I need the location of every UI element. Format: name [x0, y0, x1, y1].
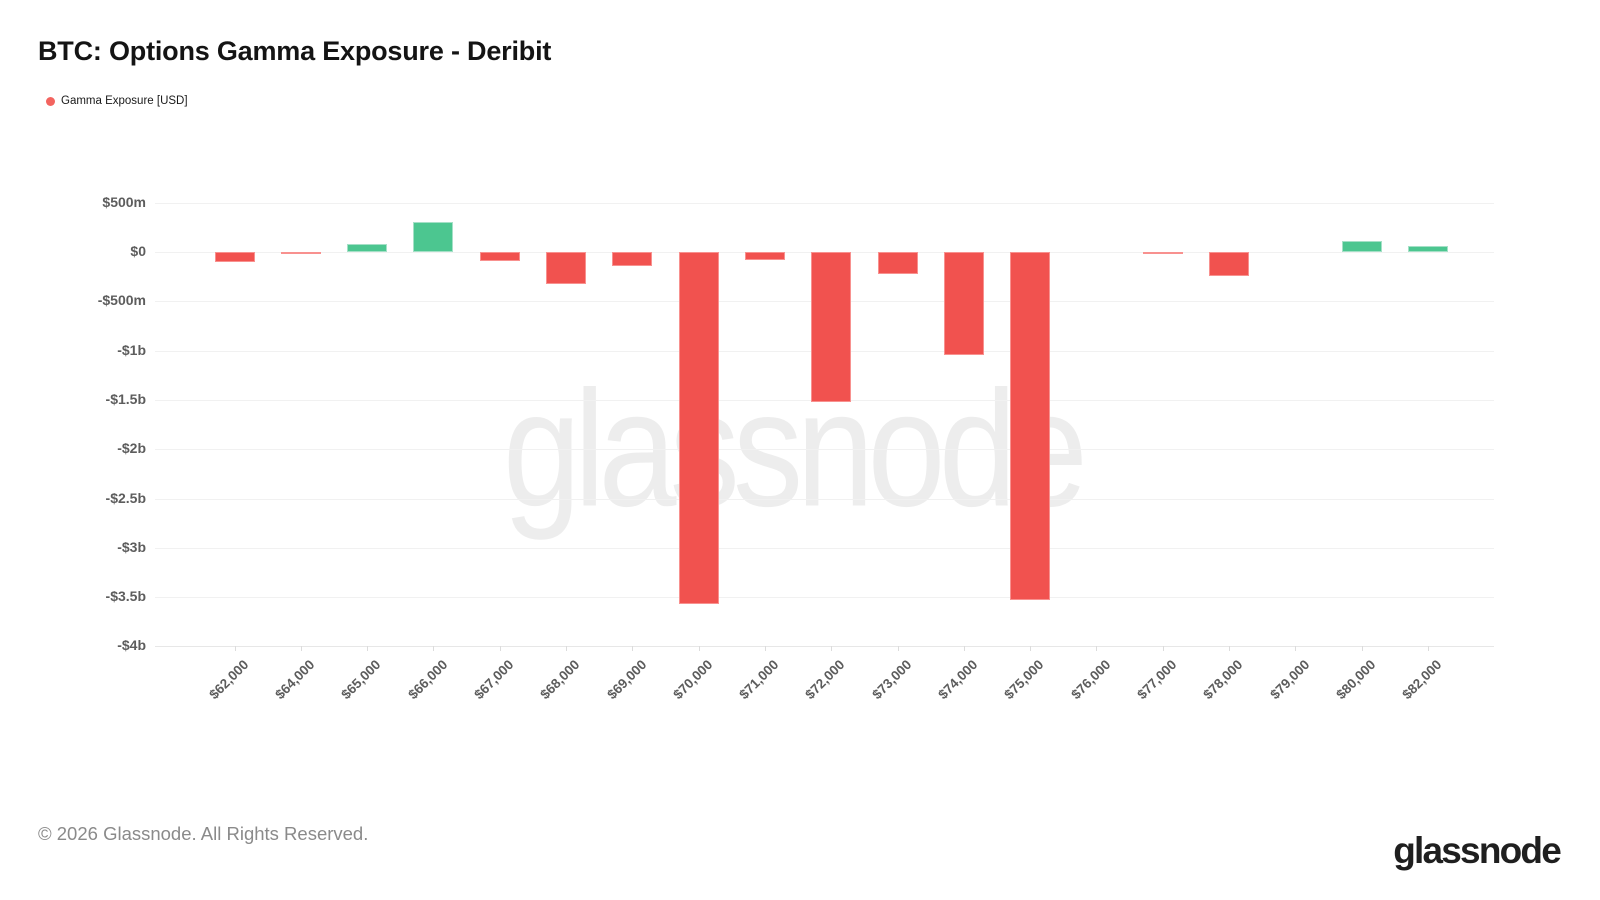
y-axis-tick-label: -$1.5b: [105, 390, 146, 407]
y-gridline: [155, 597, 1494, 599]
x-axis-tick: [698, 646, 700, 651]
x-axis-tick-label-text: $71,000: [736, 657, 782, 703]
x-axis-tick-label-text: $70,000: [670, 657, 716, 703]
bar-78000[interactable]: [1209, 252, 1249, 277]
y-axis-tick-label: -$3.5b: [105, 588, 146, 605]
y-axis-tick-label: -$2b: [117, 440, 146, 457]
x-axis-line: [155, 646, 1494, 647]
bar-65000[interactable]: [347, 244, 388, 252]
x-axis-tick-label-text: $80,000: [1333, 657, 1379, 703]
x-axis-tick-label: $62,000: [192, 656, 251, 702]
x-axis-tick-label-text: $77,000: [1134, 657, 1180, 703]
bar-68000[interactable]: [546, 252, 586, 284]
x-axis-tick: [764, 646, 766, 651]
x-axis-tick-label: $80,000: [1319, 656, 1378, 702]
x-axis-tick-label: $71,000: [722, 656, 781, 702]
x-axis-tick-label-text: $76,000: [1067, 657, 1114, 703]
copyright-text: © 2026 Glassnode. All Rights Reserved.: [38, 823, 369, 844]
y-axis-tick-label: -$3b: [117, 538, 146, 555]
y-axis-tick-label: $0: [130, 243, 146, 259]
x-axis-tick-label-text: $73,000: [868, 657, 915, 703]
x-axis-tick-label-text: $64,000: [272, 657, 318, 703]
bar-70000[interactable]: [678, 252, 719, 604]
x-axis-tick: [1427, 646, 1429, 651]
x-axis-tick-label: $69,000: [590, 656, 649, 702]
x-axis-tick-label-text: $69,000: [603, 657, 649, 703]
bar-74000[interactable]: [943, 252, 984, 355]
legend-color-dot: [46, 96, 55, 106]
legend-label: Gamma Exposure [USD]: [61, 95, 188, 107]
x-axis-tick-label: $73,000: [855, 656, 914, 702]
bar-82000[interactable]: [1407, 246, 1448, 252]
x-axis-tick: [963, 646, 965, 651]
x-axis-tick: [433, 646, 435, 651]
x-axis-tick-label: $70,000: [656, 656, 715, 702]
x-axis-tick: [1229, 646, 1230, 651]
x-axis-tick-label: $66,000: [391, 656, 450, 702]
bar-67000[interactable]: [479, 252, 520, 261]
x-axis-tick-label: $72,000: [788, 656, 848, 702]
page-title: BTC: Options Gamma Exposure - Deribit: [38, 36, 552, 66]
bar-73000[interactable]: [877, 252, 918, 274]
x-axis-tick: [234, 646, 236, 651]
y-gridline: [155, 202, 1494, 204]
x-axis-tick-label-text: $74,000: [935, 657, 981, 703]
bar-66000[interactable]: [413, 222, 454, 252]
x-axis-tick: [897, 646, 899, 651]
y-axis-tick-label: $500m: [102, 193, 146, 210]
x-axis-tick-label-text: $66,000: [404, 657, 451, 703]
x-axis-tick-label-text: $65,000: [338, 657, 384, 703]
glassnode-logo: glassnode: [1393, 830, 1562, 871]
bar-77000[interactable]: [1142, 252, 1183, 255]
x-axis-tick-label-text: $78,000: [1200, 657, 1246, 703]
bar-69000[interactable]: [612, 252, 653, 266]
y-gridline: [155, 498, 1494, 500]
x-axis-tick: [566, 646, 567, 651]
y-axis-tick-label: -$4b: [117, 637, 146, 654]
bar-64000[interactable]: [280, 252, 321, 255]
x-axis-tick-label-text: $82,000: [1399, 657, 1445, 703]
legend-item-gamma-exposure[interactable]: Gamma Exposure [USD]: [46, 95, 188, 107]
x-axis-tick: [1162, 646, 1164, 651]
bar-71000[interactable]: [744, 252, 785, 260]
x-axis-tick-label: $65,000: [324, 656, 384, 702]
bar-75000[interactable]: [1010, 252, 1051, 601]
bar-62000[interactable]: [214, 252, 255, 263]
x-axis-tick-label-text: $75,000: [1001, 657, 1047, 703]
x-axis-tick-label-text: $72,000: [802, 657, 848, 703]
x-axis-tick-label: $68,000: [523, 656, 582, 702]
x-axis-tick-label: $64,000: [258, 656, 317, 702]
x-axis-tick: [300, 646, 302, 651]
x-axis-tick: [1096, 646, 1098, 651]
x-axis-tick-label: $77,000: [1120, 656, 1179, 702]
x-axis-tick: [632, 646, 634, 651]
x-axis-tick: [1361, 646, 1363, 651]
x-axis-tick-label: $74,000: [921, 656, 980, 702]
y-axis-tick-label: -$500m: [97, 292, 146, 309]
x-axis-tick: [1030, 646, 1032, 651]
bar-80000[interactable]: [1341, 240, 1382, 252]
x-axis-tick-label: $78,000: [1186, 656, 1245, 702]
y-gridline: [155, 547, 1494, 549]
x-axis-tick-label: $79,000: [1253, 656, 1312, 702]
x-axis-tick-label: $75,000: [987, 656, 1047, 702]
x-axis-tick-label-text: $68,000: [537, 657, 583, 703]
x-axis-tick: [499, 646, 501, 651]
x-axis-tick-label-text: $67,000: [471, 657, 517, 703]
x-axis-tick: [367, 646, 369, 651]
x-axis-tick-label-text: $62,000: [205, 657, 252, 703]
x-axis-tick-label-text: $79,000: [1266, 657, 1312, 703]
x-axis-tick-label: $76,000: [1054, 656, 1113, 702]
y-axis-tick-label: -$2.5b: [105, 489, 146, 506]
x-axis-tick-label: $67,000: [457, 656, 516, 702]
y-gridline: [155, 449, 1494, 451]
bar-72000[interactable]: [811, 252, 852, 402]
x-axis-tick-label: $82,000: [1385, 656, 1444, 702]
y-axis-tick-label: -$1b: [117, 341, 146, 358]
x-axis-tick: [831, 646, 833, 651]
x-axis-tick: [1295, 646, 1297, 651]
